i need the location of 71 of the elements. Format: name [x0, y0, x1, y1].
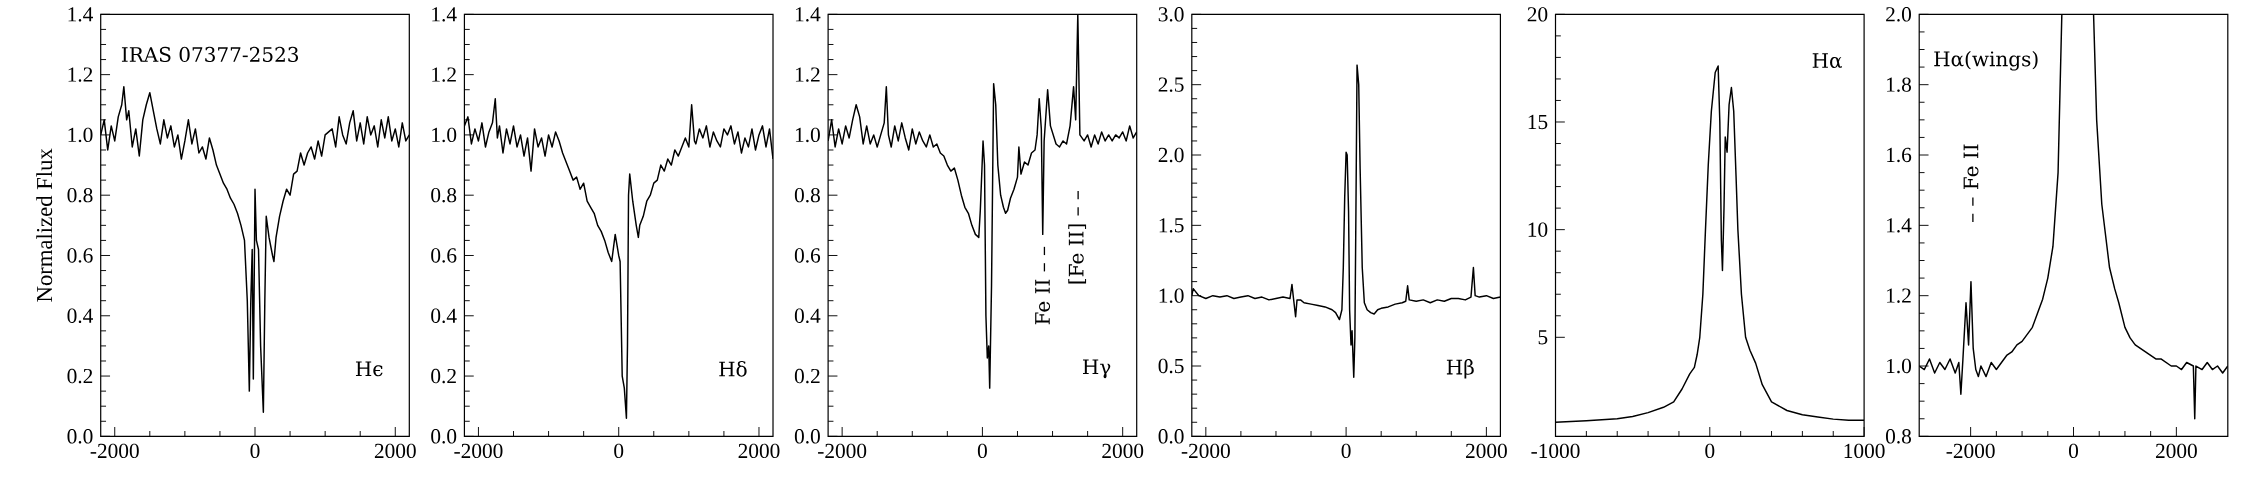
x-tick-label: 0: [1705, 443, 1715, 458]
annotation: Hα: [1812, 52, 1842, 68]
y-tick-label: 0.5: [1158, 358, 1184, 374]
annotation: Fe II – –: [1035, 246, 1051, 325]
x-tick-label: -1000: [1531, 443, 1580, 458]
y-tick-label: 5: [1538, 330, 1548, 345]
y-tick-label: 0.0: [794, 428, 820, 444]
x-tick-label: 2000: [2155, 443, 2197, 458]
y-tick-label: 0.2: [794, 368, 820, 384]
y-tick-label: 20: [1527, 6, 1548, 22]
y-tick-label: 0.0: [431, 428, 457, 444]
y-tick-label: 0.0: [67, 428, 93, 444]
y-tick-label: 2.5: [1158, 77, 1184, 92]
annotation: Hα(wings): [1934, 50, 2038, 71]
y-tick-label: 1.2: [432, 67, 456, 82]
y-tick-label: 1.5: [1159, 217, 1184, 233]
x-tick-label: 2000: [374, 443, 416, 458]
x-tick-label: 0: [2068, 443, 2079, 458]
x-tick-label: 2000: [1465, 443, 1507, 458]
y-axis-title: Normalized Flux: [36, 148, 53, 302]
y-tick-label: 0.8: [794, 187, 820, 203]
y-tick-label: 0.8: [67, 187, 93, 203]
y-tick-label: 0.4: [794, 308, 821, 323]
x-tick-label: -2000: [1946, 443, 1995, 458]
x-tick-label: -2000: [818, 443, 867, 458]
x-tick-label: 2000: [738, 443, 780, 458]
annotation: IRAS 07377-2523: [121, 46, 299, 62]
y-tick-label: 0.8: [431, 187, 457, 203]
y-tick-label: 1.4: [795, 6, 821, 22]
y-tick-label: 1.4: [68, 6, 93, 22]
y-tick-label: 2.0: [1886, 6, 1912, 22]
x-tick-label: 1000: [1844, 443, 1885, 458]
y-tick-label: 0.8: [1885, 428, 1912, 444]
annotation: – – Fe II: [1963, 144, 1979, 222]
y-tick-label: 1.0: [68, 127, 93, 142]
y-tick-label: 1.0: [432, 127, 457, 142]
x-tick-label: 0: [1341, 443, 1351, 458]
y-tick-label: 0.6: [794, 248, 821, 263]
y-tick-label: 1.8: [1887, 77, 1912, 92]
annotation: Hδ: [719, 360, 747, 377]
y-tick-label: 3.0: [1158, 6, 1184, 22]
annotation: Hγ: [1083, 359, 1111, 379]
y-tick-label: 15: [1528, 114, 1548, 129]
y-tick-label: 1.6: [1887, 147, 1912, 163]
y-tick-label: 0.4: [431, 308, 457, 323]
y-tick-label: 1.0: [1887, 358, 1912, 374]
x-tick-label: 2000: [1102, 443, 1144, 458]
x-tick-label: -2000: [454, 443, 503, 458]
y-tick-label: 1.2: [68, 67, 93, 82]
y-tick-label: 1.2: [795, 67, 820, 82]
y-tick-label: 1.0: [795, 127, 820, 142]
y-tick-label: 2.0: [1158, 147, 1184, 163]
y-tick-label: 0.6: [431, 248, 457, 263]
y-tick-label: 0.2: [67, 368, 93, 384]
annotation: Hβ: [1446, 358, 1474, 379]
y-tick-label: 1.0: [1159, 288, 1184, 303]
x-tick-label: 0: [614, 443, 624, 458]
y-tick-label: 0.6: [67, 248, 93, 263]
y-tick-label: 0.4: [67, 308, 93, 323]
x-tick-label: 0: [977, 443, 987, 458]
x-tick-label: 0: [250, 443, 260, 458]
y-tick-label: 0.2: [431, 368, 456, 384]
annotation: [Fe II] – –: [1068, 190, 1087, 284]
x-tick-label: -2000: [90, 443, 139, 458]
y-tick-label: 0.0: [1158, 428, 1184, 444]
x-tick-label: -2000: [1181, 443, 1230, 458]
y-tick-label: 1.4: [432, 6, 457, 22]
y-tick-label: 1.2: [1887, 288, 1911, 303]
y-tick-label: 1.4: [1887, 217, 1912, 233]
y-tick-label: 10: [1528, 222, 1548, 237]
annotation: Hϵ: [355, 361, 383, 377]
